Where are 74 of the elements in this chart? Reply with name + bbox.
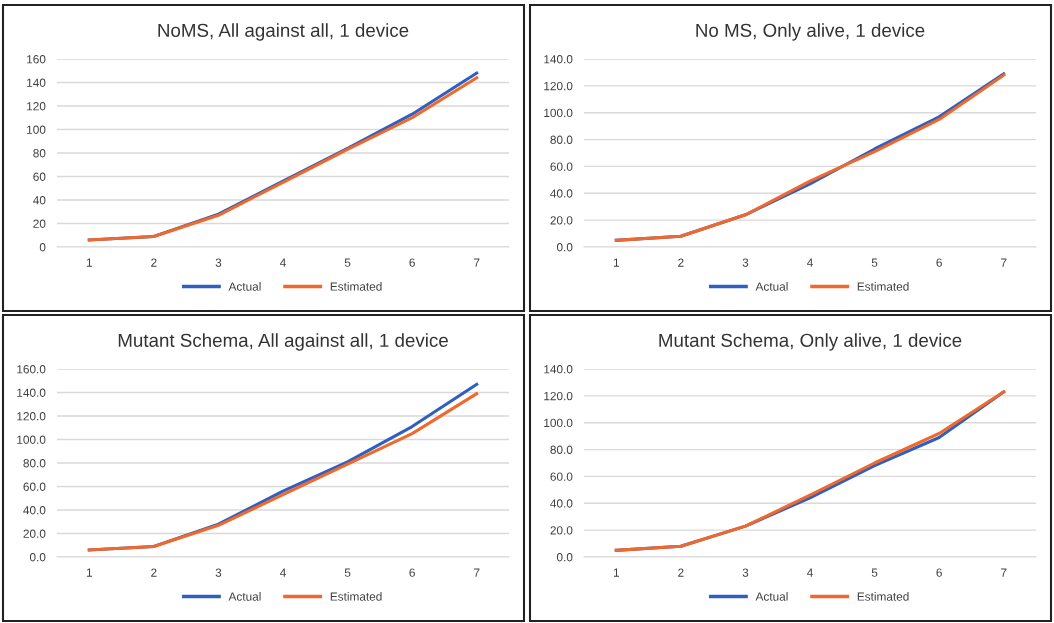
y-tick-label: 120.0 bbox=[17, 412, 46, 421]
x-tick-label: 1 bbox=[86, 258, 92, 267]
y-tick-label: 160 bbox=[27, 55, 46, 64]
legend-label: Actual bbox=[228, 282, 261, 291]
x-tick-label: 4 bbox=[806, 568, 813, 577]
chart-title: Mutant Schema, Only alive, 1 device bbox=[659, 333, 962, 351]
x-tick-label: 6 bbox=[936, 568, 942, 577]
x-tick-label: 3 bbox=[742, 568, 749, 577]
x-tick-label: 2 bbox=[678, 568, 684, 577]
x-tick-label: 2 bbox=[151, 258, 157, 267]
x-tick-label: 3 bbox=[215, 568, 222, 577]
legend-label: Actual bbox=[755, 282, 788, 291]
x-tick-label: 6 bbox=[409, 568, 415, 577]
x-tick-label: 2 bbox=[151, 568, 157, 577]
y-tick-label: 20 bbox=[33, 219, 46, 228]
y-tick-label: 100.0 bbox=[17, 435, 46, 444]
legend-label: Estimated bbox=[857, 592, 909, 601]
chart-title: Mutant Schema, All against all, 1 device bbox=[118, 333, 448, 351]
y-tick-label: 140.0 bbox=[17, 388, 46, 397]
y-tick-label: 80.0 bbox=[550, 135, 573, 144]
x-tick-label: 4 bbox=[806, 258, 813, 267]
y-tick-label: 100 bbox=[27, 125, 46, 134]
y-tick-label: 20.0 bbox=[550, 526, 573, 535]
legend-label: Actual bbox=[755, 592, 788, 601]
y-tick-label: 80 bbox=[33, 149, 46, 158]
y-tick-label: 80.0 bbox=[23, 459, 46, 468]
y-tick-label: 100.0 bbox=[544, 418, 573, 428]
x-tick-label: 5 bbox=[344, 258, 351, 267]
y-tick-label: 80.0 bbox=[550, 445, 573, 454]
y-tick-label: 140.0 bbox=[544, 365, 573, 374]
y-tick-label: 0 bbox=[39, 243, 46, 252]
x-tick-label: 5 bbox=[871, 568, 878, 577]
y-tick-label: 140 bbox=[27, 78, 46, 87]
y-tick-label: 0.0 bbox=[556, 553, 573, 562]
x-tick-label: 1 bbox=[613, 568, 619, 577]
y-tick-label: 0.0 bbox=[29, 553, 46, 562]
y-tick-label: 100.0 bbox=[544, 108, 573, 118]
x-tick-label: 1 bbox=[86, 568, 92, 577]
y-tick-label: 60.0 bbox=[550, 472, 573, 481]
y-tick-label: 40.0 bbox=[550, 189, 573, 198]
y-tick-label: 60.0 bbox=[550, 162, 573, 171]
x-tick-label: 6 bbox=[936, 258, 942, 267]
x-tick-label: 3 bbox=[215, 258, 222, 267]
chart-title: NoMS, All against all, 1 device bbox=[158, 23, 409, 41]
x-tick-label: 7 bbox=[474, 258, 480, 267]
y-tick-label: 60.0 bbox=[23, 482, 46, 491]
x-tick-label: 5 bbox=[344, 568, 351, 577]
y-tick-label: 20.0 bbox=[23, 529, 46, 538]
y-tick-label: 40.0 bbox=[23, 506, 46, 515]
y-tick-label: 120.0 bbox=[544, 81, 573, 91]
x-tick-label: 5 bbox=[871, 258, 878, 267]
y-tick-label: 40.0 bbox=[550, 499, 573, 508]
legend-label: Estimated bbox=[330, 592, 382, 601]
y-tick-label: 120 bbox=[27, 102, 46, 111]
y-tick-label: 120.0 bbox=[544, 391, 573, 401]
legend-label: Estimated bbox=[330, 282, 382, 291]
x-tick-label: 4 bbox=[279, 568, 286, 577]
x-tick-label: 7 bbox=[474, 568, 480, 577]
x-tick-label: 6 bbox=[409, 258, 415, 267]
y-tick-label: 160.0 bbox=[17, 365, 46, 374]
x-tick-label: 4 bbox=[279, 258, 286, 267]
x-tick-label: 3 bbox=[742, 258, 749, 267]
y-tick-label: 0.0 bbox=[556, 243, 573, 252]
legend-label: Estimated bbox=[857, 282, 909, 291]
x-tick-label: 1 bbox=[613, 258, 619, 267]
x-tick-label: 2 bbox=[678, 258, 684, 267]
y-tick-label: 140.0 bbox=[544, 55, 573, 64]
x-tick-label: 7 bbox=[1001, 258, 1007, 267]
y-tick-label: 60 bbox=[33, 172, 46, 181]
chart-title: No MS, Only alive, 1 device bbox=[696, 23, 925, 41]
y-tick-label: 40 bbox=[33, 196, 46, 205]
x-tick-label: 7 bbox=[1001, 568, 1007, 577]
legend-label: Actual bbox=[228, 592, 261, 601]
y-tick-label: 20.0 bbox=[550, 216, 573, 225]
